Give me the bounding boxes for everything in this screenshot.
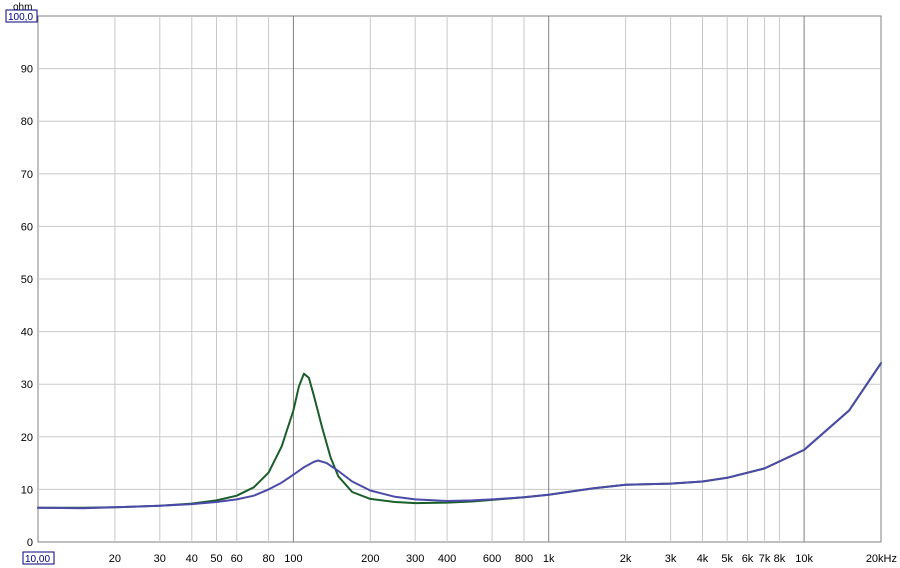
x-tick-label-1: 30 [154, 553, 166, 565]
x-tick-label-15: 4k [697, 553, 709, 565]
x-tick-label-11: 800 [515, 553, 533, 565]
x-tick-label-19: 8k [774, 553, 786, 565]
x-tick-label-12: 1k [543, 553, 555, 565]
x-tick-label-9: 400 [438, 553, 456, 565]
y-top-label-box [5, 9, 38, 23]
x-tick-label-17: 6k [742, 553, 754, 565]
x-tick-label-18: 7k [759, 553, 771, 565]
x-tick-label-7: 200 [361, 553, 379, 565]
x-tick-label-21: 20kHz [866, 553, 897, 565]
x-tick-label-5: 80 [262, 553, 274, 565]
y-tick-label-7: 70 [21, 169, 33, 181]
x-tick-label-14: 3k [665, 553, 677, 565]
y-tick-label-4: 40 [21, 327, 33, 339]
y-tick-label-6: 60 [21, 221, 33, 233]
series-line-2 [37, 362, 882, 510]
y-top-label: 100,0 [8, 12, 33, 23]
series-layer [37, 362, 882, 510]
x-tick-label-2: 40 [186, 553, 198, 565]
x-tick-label-0: 20 [109, 553, 121, 565]
x-tick-label-13: 2k [620, 553, 632, 565]
y-axis-ticks: 0 10 20 30 40 50 60 70 80 90 [21, 64, 33, 549]
x-tick-label-8: 300 [406, 553, 424, 565]
x-axis-ticks: 20 30 40 50 60 80 100 200 300 400 600 800 1k 2k 3k 4k 5k… [109, 553, 897, 565]
y-tick-label-9: 90 [21, 64, 33, 76]
x-tick-label-6: 100 [284, 553, 302, 565]
x-tick-label-20: 10k [795, 553, 813, 565]
grid-lines [38, 16, 881, 542]
y-tick-label-8: 80 [21, 116, 33, 128]
y-tick-label-1: 10 [21, 484, 33, 496]
x-tick-label-4: 60 [231, 553, 243, 565]
y-tick-label-0: 0 [27, 537, 33, 549]
x-tick-label-16: 5k [721, 553, 733, 565]
x-tick-label-10: 600 [483, 553, 501, 565]
x-tick-label-3: 50 [210, 553, 222, 565]
y-tick-label-2: 20 [21, 432, 33, 444]
x-left-label-box [22, 551, 55, 565]
y-tick-label-5: 50 [21, 274, 33, 286]
x-left-label: 10,00 [25, 554, 50, 565]
y-axis-unit-label: ohm [13, 2, 32, 13]
y-tick-label-3: 30 [21, 379, 33, 391]
